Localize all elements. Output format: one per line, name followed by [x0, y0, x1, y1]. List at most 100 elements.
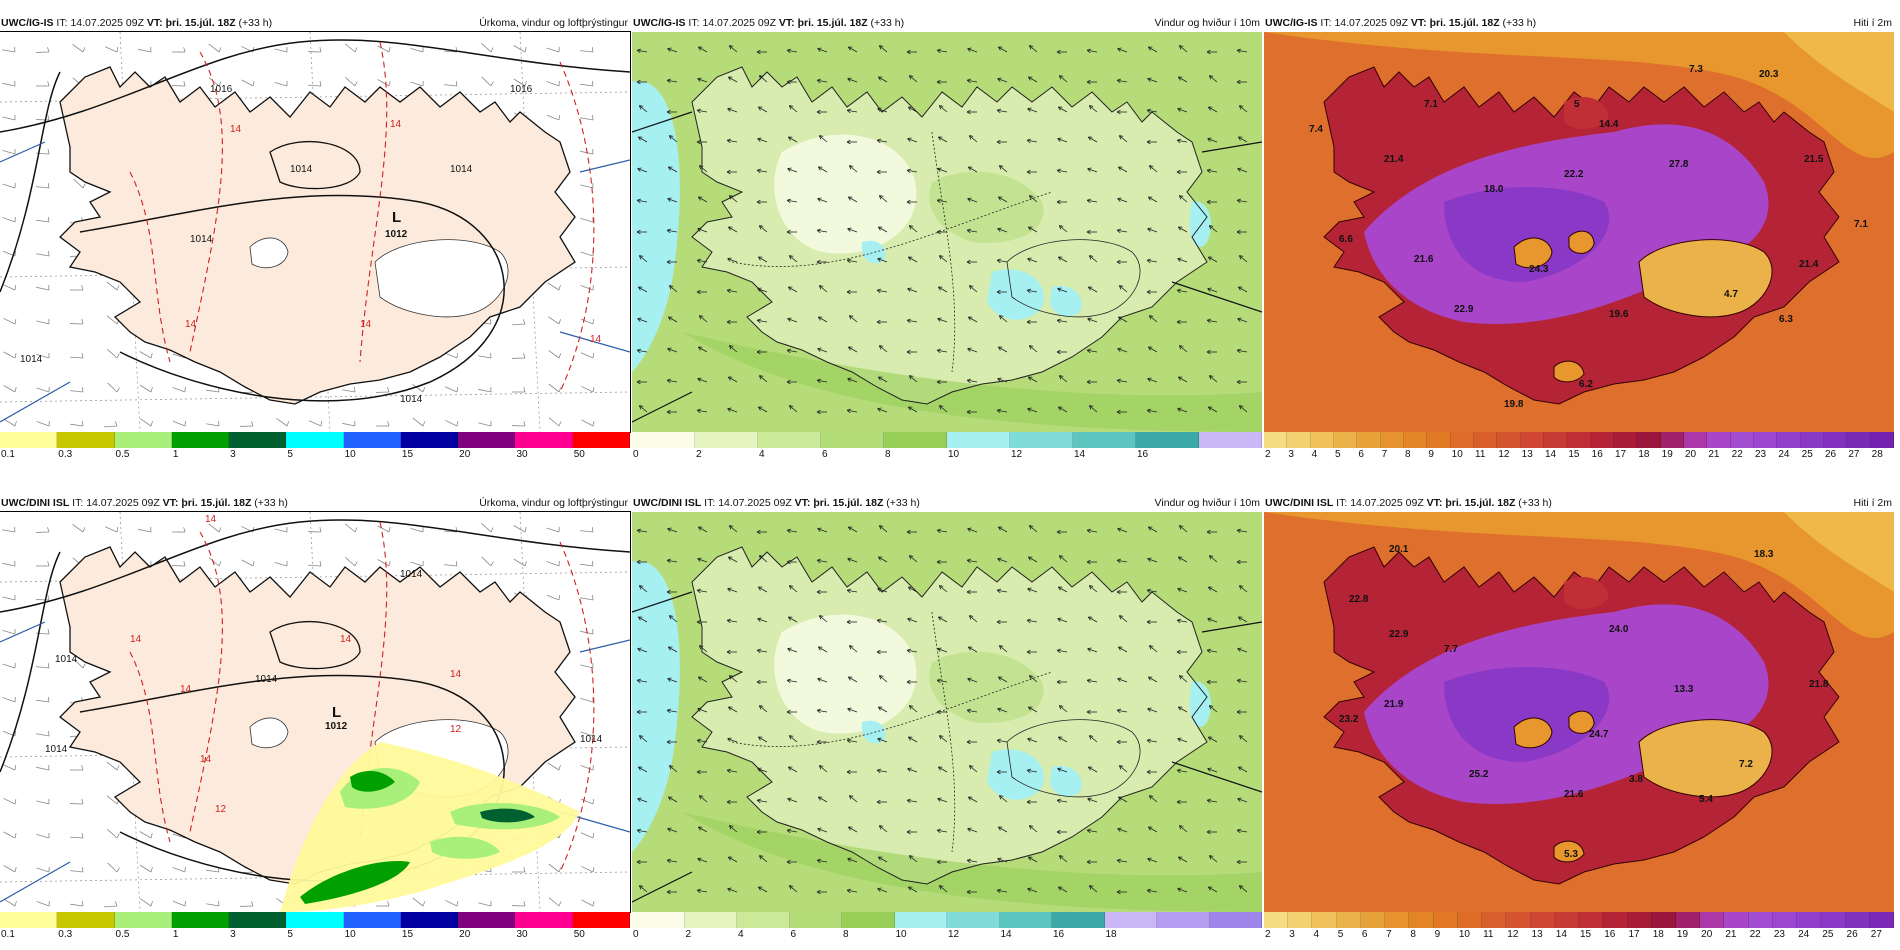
colorbar-tick-label: 22: [1749, 929, 1761, 940]
colorbar-tick-label: 2: [1265, 449, 1271, 460]
product-title: Úrkoma, vindur og loftþrýstingur: [479, 17, 628, 29]
colorbar-swatch: [343, 432, 401, 448]
colorbar-swatch: [1336, 912, 1361, 928]
map-value-label: 1014: [20, 354, 43, 365]
colorbar-tick-label: 20: [459, 929, 471, 940]
colorbar-tick-label: 16: [1591, 449, 1603, 460]
colorbar-ticks: 0 2 4 6 8 10 12 14 16 18: [632, 928, 1262, 942]
forecast-map: 7.1 7.3 20.3 7.4 5 14.4 21.4 18.0 22.2 27.8 21.5 7.…: [1264, 32, 1894, 432]
colorbar-tick-label: 17: [1628, 929, 1640, 940]
colorbar-swatch: [572, 432, 630, 448]
colorbar-swatch: [1052, 912, 1105, 928]
panel-header: UWC/IG-IS IT: 14.07.2025 09Z VT: þri. 15…: [0, 14, 630, 32]
colorbar-swatch: [1707, 432, 1731, 448]
colorbar-tick-label: 15: [401, 929, 414, 940]
colorbar: [1264, 912, 1895, 928]
map-value-label: 1016: [210, 84, 233, 95]
colorbar-swatch: [1870, 432, 1894, 448]
colorbar-swatch: [1333, 432, 1358, 448]
colorbar-tick-label: 14: [1545, 449, 1557, 460]
precip-areas: [280, 742, 580, 912]
colorbar-swatch: [1613, 432, 1638, 448]
colorbar-swatch: [1506, 912, 1531, 928]
panel-header: UWC/DINI ISL IT: 14.07.2025 09Z VT: þri.…: [1264, 494, 1894, 512]
colorbar-tick-label: 14: [1000, 929, 1012, 940]
init-time-label: IT:: [688, 17, 700, 29]
iceland-landmass: [59, 66, 576, 405]
colorbar-tick-label: 13: [1521, 449, 1533, 460]
init-time: 14.07.2025 09Z: [70, 17, 144, 29]
map-value-label: 1014: [290, 164, 313, 175]
map-value-label: 24.0: [1609, 624, 1629, 635]
lead-time: (+33 h): [254, 497, 288, 509]
model-name: UWC/IG-IS: [1, 17, 54, 29]
colorbar-swatch: [1357, 432, 1381, 448]
colorbar-tick-label: 9: [1428, 449, 1434, 460]
map-frame-lines: [0, 141, 630, 423]
colorbar-tick-label: 24: [1798, 929, 1810, 940]
colorbar-swatch: [1157, 912, 1210, 928]
colorbar-swatch: [1567, 432, 1591, 448]
map-svg: 7.1 7.3 20.3 7.4 5 14.4 21.4 18.0 22.2 27.8 21.5 7.…: [1264, 32, 1894, 432]
colorbar-swatch: [842, 912, 895, 928]
colorbar-ticks: 0.1 0.3 0.5 1 3 5 10 15 20 30 50: [0, 448, 630, 462]
map-value-label: 27.8: [1669, 159, 1689, 170]
colorbar-tick-label: 24: [1778, 449, 1790, 460]
valid-time: þri. 15.júl. 18Z: [181, 497, 252, 509]
colorbar-ticks: 2 3 4 5 6 7 8 9 10 11 12 13 14 15 16 17 18 19 20 21 22 23 24 25…: [1264, 928, 1894, 942]
colorbar-ticks: 2 3 4 5 6 7 8 9 10 11 12 13 14 15 16 17 18 19 20 21 22 23 24 25…: [1264, 448, 1894, 462]
colorbar-swatch: [1136, 432, 1199, 448]
map-value-label: 24.7: [1589, 729, 1609, 740]
map-svg: [632, 32, 1262, 432]
valid-time-label: VT:: [1426, 497, 1443, 509]
colorbar-tick-label: 0.1: [1, 449, 15, 460]
valid-time-label: VT:: [794, 497, 811, 509]
colorbar-tick-label: 16: [1137, 449, 1149, 460]
colorbar-swatch: [1360, 912, 1386, 928]
wind-barbs: [636, 45, 1248, 415]
colorbar-tick-label: 7: [1381, 449, 1388, 460]
colorbar-tick-label: 26: [1846, 929, 1858, 940]
map-value-label: 7.7: [1444, 644, 1458, 655]
colorbar-tick-label: 27: [1870, 929, 1882, 940]
colorbar-tick-label: 4: [738, 929, 744, 940]
colorbar-tick-label: 0: [633, 929, 639, 940]
map-value-label: 23.2: [1339, 714, 1359, 725]
colorbar-swatch: [1380, 432, 1404, 448]
map-value-label: 1014: [190, 234, 213, 245]
map-labels: 1016 1016 1014 1014 1014 1014 1014 14 14 14 14 14 L 1…: [20, 84, 602, 405]
colorbar-swatch: [1730, 432, 1754, 448]
map-value-label: 1014: [255, 674, 278, 685]
colorbar-swatch: [286, 912, 344, 928]
colorbar-swatch: [1520, 432, 1544, 448]
colorbar-tick-label: 28: [1871, 449, 1883, 460]
colorbar-tick-label: 50: [573, 449, 585, 460]
map-value-label: 1014: [45, 744, 68, 755]
colorbar-tick-label: 15: [1568, 449, 1580, 460]
colorbar-swatch: [171, 912, 230, 928]
panel-header: UWC/IG-IS IT: 14.07.2025 09Z VT: þri. 15…: [632, 14, 1262, 32]
map-svg: 1016 1016 1014 1014 1014 1014 1014 14 14 14 14 14 L 1…: [0, 32, 630, 432]
colorbar-swatch: [1869, 912, 1895, 928]
panel-header: UWC/IG-IS IT: 14.07.2025 09Z VT: þri. 15…: [1264, 14, 1894, 32]
map-value-label: 3.8: [1629, 774, 1643, 785]
colorbar-swatch: [1847, 432, 1871, 448]
colorbar-swatch: [1530, 912, 1555, 928]
colorbar-swatch: [57, 432, 115, 448]
colorbar-swatch: [171, 432, 230, 448]
valid-time-label: VT:: [1410, 17, 1427, 29]
colorbar-swatch: [0, 432, 58, 448]
colorbar-tick-label: 9: [1434, 929, 1441, 940]
colorbar-tick-label: 2: [1265, 929, 1271, 940]
map-value-label: 1012: [325, 721, 348, 732]
colorbar-ticks: 0 2 4 6 8 10 12 14 16: [632, 448, 1262, 462]
colorbar-tick-label: 3: [230, 929, 236, 940]
wind-speed-field: [632, 547, 1262, 912]
colorbar-tick-label: 20: [1685, 449, 1697, 460]
map-value-label: 21.4: [1799, 259, 1819, 270]
colorbar-tick-label: 16: [1604, 929, 1616, 940]
colorbar-swatch: [632, 432, 695, 448]
colorbar-tick-label: 5: [287, 449, 293, 460]
